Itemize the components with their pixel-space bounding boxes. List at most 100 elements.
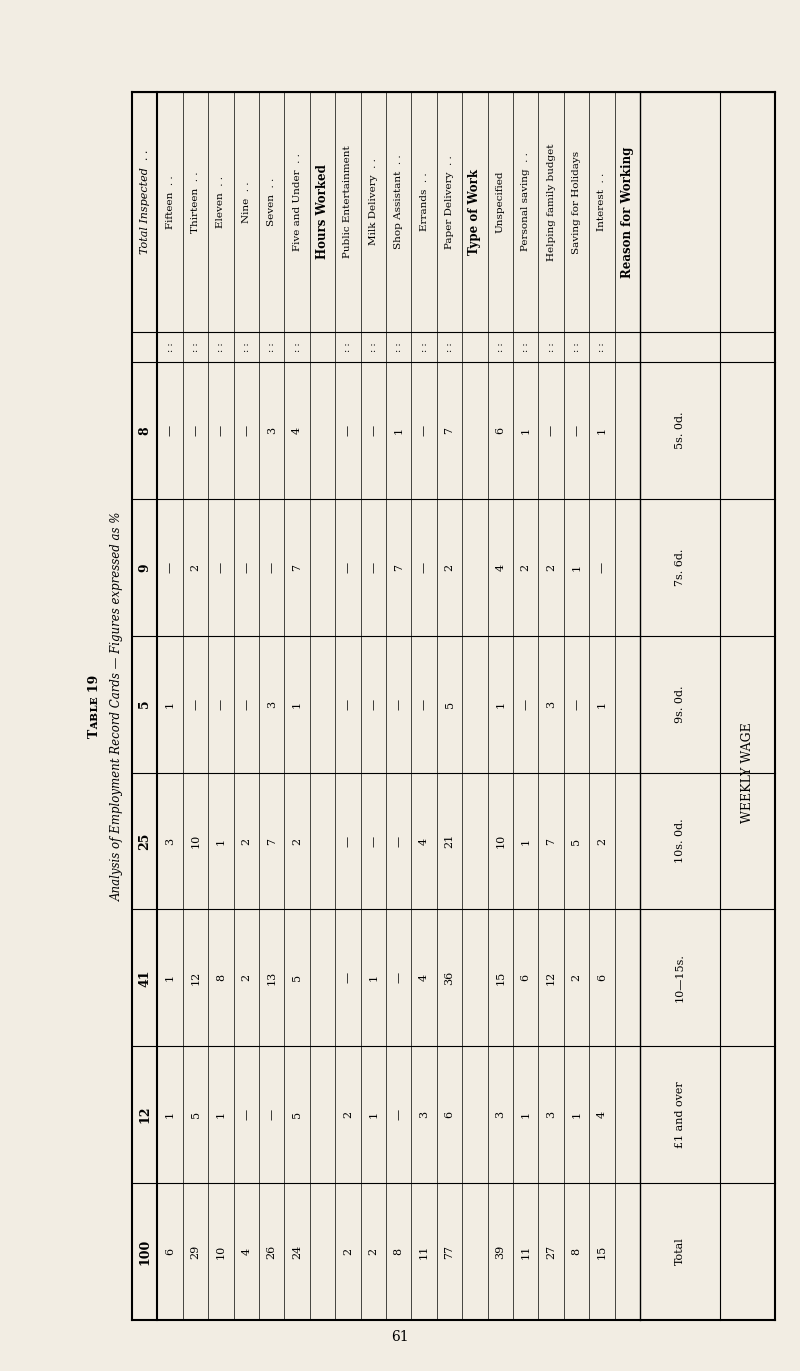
Text: 1: 1 bbox=[521, 1111, 530, 1119]
Text: —: — bbox=[343, 835, 353, 846]
Text: 2: 2 bbox=[343, 1248, 353, 1254]
Text: 6: 6 bbox=[521, 975, 530, 982]
Text: —: — bbox=[343, 425, 353, 436]
Text: —: — bbox=[546, 425, 556, 436]
Text: 100: 100 bbox=[138, 1238, 151, 1264]
Text: 12: 12 bbox=[190, 971, 201, 984]
Text: 7: 7 bbox=[394, 563, 404, 570]
Text: : :: : : bbox=[191, 343, 200, 352]
Text: 1: 1 bbox=[368, 975, 378, 982]
Text: Interest  . .: Interest . . bbox=[598, 173, 606, 232]
Text: 61: 61 bbox=[391, 1330, 409, 1344]
Text: : :: : : bbox=[394, 343, 403, 352]
Text: 5: 5 bbox=[292, 975, 302, 982]
Text: Unspecified: Unspecified bbox=[496, 171, 505, 233]
Text: 10: 10 bbox=[216, 1245, 226, 1259]
Text: : :: : : bbox=[166, 343, 174, 352]
Text: 6: 6 bbox=[495, 426, 506, 435]
Text: 10: 10 bbox=[190, 834, 201, 849]
Text: 12: 12 bbox=[546, 971, 556, 984]
Text: 2: 2 bbox=[242, 838, 251, 845]
Text: : :: : : bbox=[420, 343, 429, 352]
Text: Thirteen  . .: Thirteen . . bbox=[191, 171, 200, 233]
Text: : :: : : bbox=[267, 343, 276, 352]
Text: —: — bbox=[216, 699, 226, 710]
Text: —: — bbox=[165, 425, 175, 436]
Text: 1: 1 bbox=[165, 701, 175, 707]
Text: —: — bbox=[190, 425, 201, 436]
Text: 7: 7 bbox=[445, 426, 454, 435]
Text: 2: 2 bbox=[546, 563, 556, 570]
Text: Fifteen  . .: Fifteen . . bbox=[166, 175, 174, 229]
Text: Public Entertainment: Public Entertainment bbox=[343, 145, 353, 258]
Text: Eleven  . .: Eleven . . bbox=[217, 175, 226, 228]
Text: —: — bbox=[165, 562, 175, 573]
Text: 2: 2 bbox=[190, 563, 201, 570]
Text: —: — bbox=[266, 1109, 277, 1120]
Text: 1: 1 bbox=[292, 701, 302, 707]
Text: 21: 21 bbox=[445, 834, 454, 849]
Text: 2: 2 bbox=[343, 1111, 353, 1119]
Text: : :: : : bbox=[369, 343, 378, 352]
Text: 1: 1 bbox=[394, 426, 404, 435]
Text: Shop Assistant  . .: Shop Assistant . . bbox=[394, 155, 403, 250]
Text: 12: 12 bbox=[138, 1106, 151, 1123]
Text: 8: 8 bbox=[138, 426, 151, 435]
Text: Paper Delivery  . .: Paper Delivery . . bbox=[445, 155, 454, 250]
Text: Milk Delivery  . .: Milk Delivery . . bbox=[369, 159, 378, 245]
Text: 1: 1 bbox=[521, 838, 530, 845]
Text: 39: 39 bbox=[495, 1245, 506, 1259]
Text: 3: 3 bbox=[165, 838, 175, 845]
Text: 4: 4 bbox=[495, 563, 506, 570]
Text: Total Inspected  . .: Total Inspected . . bbox=[140, 149, 150, 254]
Text: 41: 41 bbox=[138, 969, 151, 987]
Text: 1: 1 bbox=[216, 838, 226, 845]
Text: 1: 1 bbox=[521, 426, 530, 435]
Text: 27: 27 bbox=[546, 1245, 556, 1259]
Text: —: — bbox=[343, 562, 353, 573]
Text: Errands  . .: Errands . . bbox=[420, 173, 429, 232]
Text: —: — bbox=[419, 425, 429, 436]
Text: : :: : : bbox=[343, 343, 353, 352]
Text: 10s. 0d.: 10s. 0d. bbox=[675, 818, 685, 864]
Text: : :: : : bbox=[572, 343, 581, 352]
Text: 5: 5 bbox=[292, 1111, 302, 1119]
Text: Reason for Working: Reason for Working bbox=[621, 147, 634, 278]
Text: 3: 3 bbox=[266, 426, 277, 435]
Text: 15: 15 bbox=[597, 1245, 607, 1259]
Text: 2: 2 bbox=[292, 838, 302, 845]
Text: : :: : : bbox=[546, 343, 555, 352]
Text: 1: 1 bbox=[165, 975, 175, 982]
Text: 1: 1 bbox=[216, 1111, 226, 1119]
Text: —: — bbox=[368, 562, 378, 573]
Text: : :: : : bbox=[445, 343, 454, 352]
Text: 9s. 0d.: 9s. 0d. bbox=[675, 686, 685, 723]
Text: WEEKLY WAGE: WEEKLY WAGE bbox=[741, 723, 754, 823]
Text: 11: 11 bbox=[521, 1245, 530, 1259]
Text: 2: 2 bbox=[597, 838, 607, 845]
Text: 2: 2 bbox=[368, 1248, 378, 1254]
Text: —: — bbox=[394, 835, 404, 846]
Text: Five and Under  . .: Five and Under . . bbox=[293, 154, 302, 251]
Text: 4: 4 bbox=[419, 975, 429, 982]
Text: : :: : : bbox=[293, 343, 302, 352]
Text: —: — bbox=[571, 425, 582, 436]
Text: 3: 3 bbox=[546, 1111, 556, 1119]
Text: —: — bbox=[216, 425, 226, 436]
Text: Hours Worked: Hours Worked bbox=[316, 165, 329, 259]
Text: —: — bbox=[394, 1109, 404, 1120]
Text: 1: 1 bbox=[571, 1111, 582, 1119]
Text: —: — bbox=[242, 425, 251, 436]
Text: 10—15s.: 10—15s. bbox=[675, 953, 685, 1002]
Text: —: — bbox=[190, 699, 201, 710]
Text: —: — bbox=[597, 562, 607, 573]
Text: —: — bbox=[419, 562, 429, 573]
Text: 3: 3 bbox=[546, 701, 556, 707]
Text: 36: 36 bbox=[445, 971, 454, 984]
Text: 5: 5 bbox=[571, 838, 582, 845]
Text: 7: 7 bbox=[266, 838, 277, 845]
Text: —: — bbox=[521, 699, 530, 710]
Text: Personal saving  . .: Personal saving . . bbox=[522, 152, 530, 251]
Text: : :: : : bbox=[496, 343, 505, 352]
Text: —: — bbox=[242, 699, 251, 710]
